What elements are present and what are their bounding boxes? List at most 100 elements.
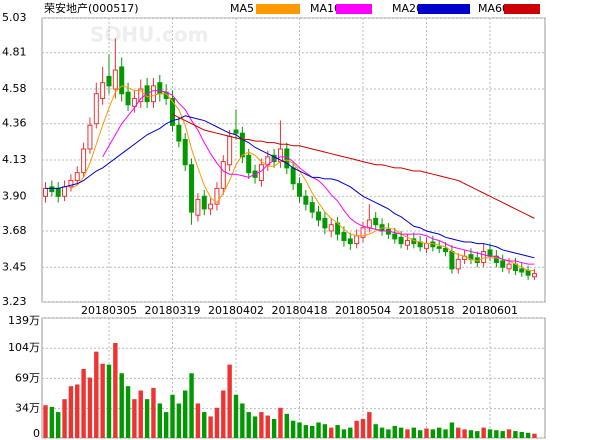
volume-bar [430,429,436,438]
candle-body [392,233,398,240]
volume-bar [151,387,156,438]
volume-bar [468,430,474,438]
legend-label: MA10 [310,2,341,15]
y-tick-label: 4.13 [2,153,27,166]
volume-bar [202,412,207,438]
volume-bar [475,431,480,438]
candle-body [131,97,137,107]
candle-body [150,85,156,103]
candle-body [138,88,144,103]
candle-body [303,195,309,205]
volume-bar [144,399,150,438]
volume-bar [405,429,410,438]
y-tick-label: 4.81 [2,46,27,59]
volume-bar [341,429,347,438]
volume-bar [240,403,245,438]
volume-bar [75,384,80,438]
volume-bar [81,368,86,438]
volume-bar [259,412,264,438]
volume-bar [233,394,239,438]
volume-bar [417,430,423,438]
candle-body [322,217,328,229]
volume-bar [322,424,328,438]
candle-body [49,186,55,193]
candle-body [398,236,404,245]
candle-body [525,269,531,276]
volume-bar [513,431,518,438]
candle-body [258,164,264,182]
candle-body [404,239,410,246]
candle-body [328,224,334,232]
volume-bar [290,420,296,438]
volume-bar [157,403,162,438]
candle-body [347,238,353,245]
volume-bar [56,412,61,438]
x-tick-label: 20180319 [145,304,201,317]
volume-bar [329,427,334,438]
volume-bar [373,424,378,438]
volume-bar [43,405,48,438]
volume-bar [398,427,404,438]
volume-bar [265,415,270,438]
x-tick-label: 20180402 [208,304,264,317]
volume-bar [462,429,467,438]
volume-bar [348,427,353,438]
candle-body [519,268,525,273]
volume-bar [138,390,143,438]
candle-body [170,97,175,126]
volume-bar [386,429,391,438]
candle-body [189,164,195,213]
volume-bar [392,425,397,438]
y-tick-label: 3.45 [2,260,27,273]
candle-body [100,82,106,99]
volume-bar [132,399,137,438]
candle-body [74,172,80,182]
candle-body [68,180,74,188]
candle-body [55,187,61,197]
candle-body [93,93,99,125]
volume-bar [195,403,201,438]
candle-body [443,247,449,253]
volume-bar [246,412,251,438]
candle-body [360,227,366,238]
volume-tick-label: 69万 [15,371,40,384]
x-tick-label: 20180601 [462,304,518,317]
volume-bar [227,364,232,438]
candle-body [366,219,372,229]
volume-tick-label: 104万 [8,341,40,354]
volume-bar [183,390,188,438]
candle-body [125,91,131,106]
volume-tick-label: 139万 [8,314,40,327]
legend-label: MA20 [392,2,423,15]
volume-bar [367,412,372,438]
candle-body [201,195,207,210]
y-tick-label: 4.36 [2,117,27,130]
volume-bar [189,373,194,438]
volume-bar [94,351,99,438]
legend-swatch [336,4,372,14]
ma-line [70,85,535,271]
volume-bar [221,390,226,438]
candle-body [354,235,360,245]
volume-bar [481,427,486,438]
volume-bar [411,427,416,438]
volume-bar [310,425,315,438]
volume-bar [532,433,537,438]
candle-body [436,246,442,249]
candle-body [271,154,277,163]
candle-body [239,132,245,158]
candle-body [455,258,461,270]
volume-bar [170,394,175,438]
ma-line [172,113,535,219]
candle-body [182,138,188,166]
candle-body [112,69,118,90]
volume-bar [49,406,55,438]
volume-bar [506,429,512,438]
legend-label: MA5 [230,2,254,15]
candle-body [220,161,226,189]
volume-bar [360,419,366,438]
volume-bar [335,425,340,438]
volume-tick-label: 0 [33,427,40,440]
candle-body [290,167,296,185]
